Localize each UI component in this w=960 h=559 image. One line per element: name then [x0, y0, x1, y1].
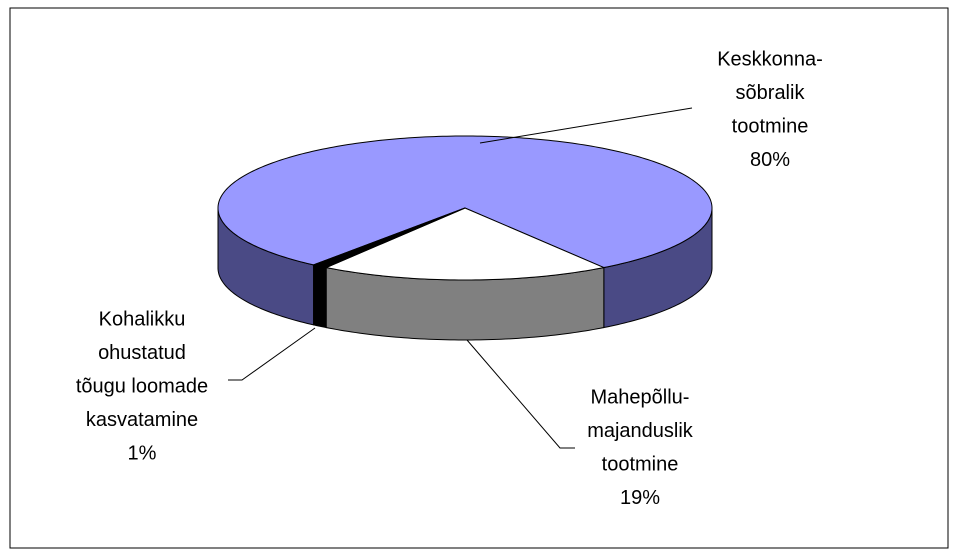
- pie: [217, 135, 713, 341]
- data-label: Mahepõllu-: [591, 386, 690, 408]
- data-label: majanduslik: [587, 420, 694, 442]
- data-label: Keskkonna-: [717, 48, 823, 70]
- leader-line: [479, 107, 693, 144]
- data-label: tootmine: [602, 453, 679, 475]
- leader-line: [466, 339, 575, 449]
- value-label: 1%: [128, 442, 157, 464]
- value-label: 19%: [620, 487, 660, 509]
- data-label: tõugu loomade: [76, 375, 208, 397]
- slice: [217, 135, 713, 269]
- slice-side: [313, 264, 327, 329]
- slice: [311, 207, 466, 269]
- data-label: ohustatud: [98, 342, 186, 364]
- value-label: 80%: [750, 149, 790, 171]
- data-label: kasvatamine: [86, 409, 198, 431]
- slice: [324, 207, 606, 281]
- data-label: tootmine: [732, 115, 809, 137]
- data-label: sõbralik: [736, 82, 806, 104]
- leader-line: [228, 327, 316, 381]
- data-label: Kohalikku: [99, 308, 186, 330]
